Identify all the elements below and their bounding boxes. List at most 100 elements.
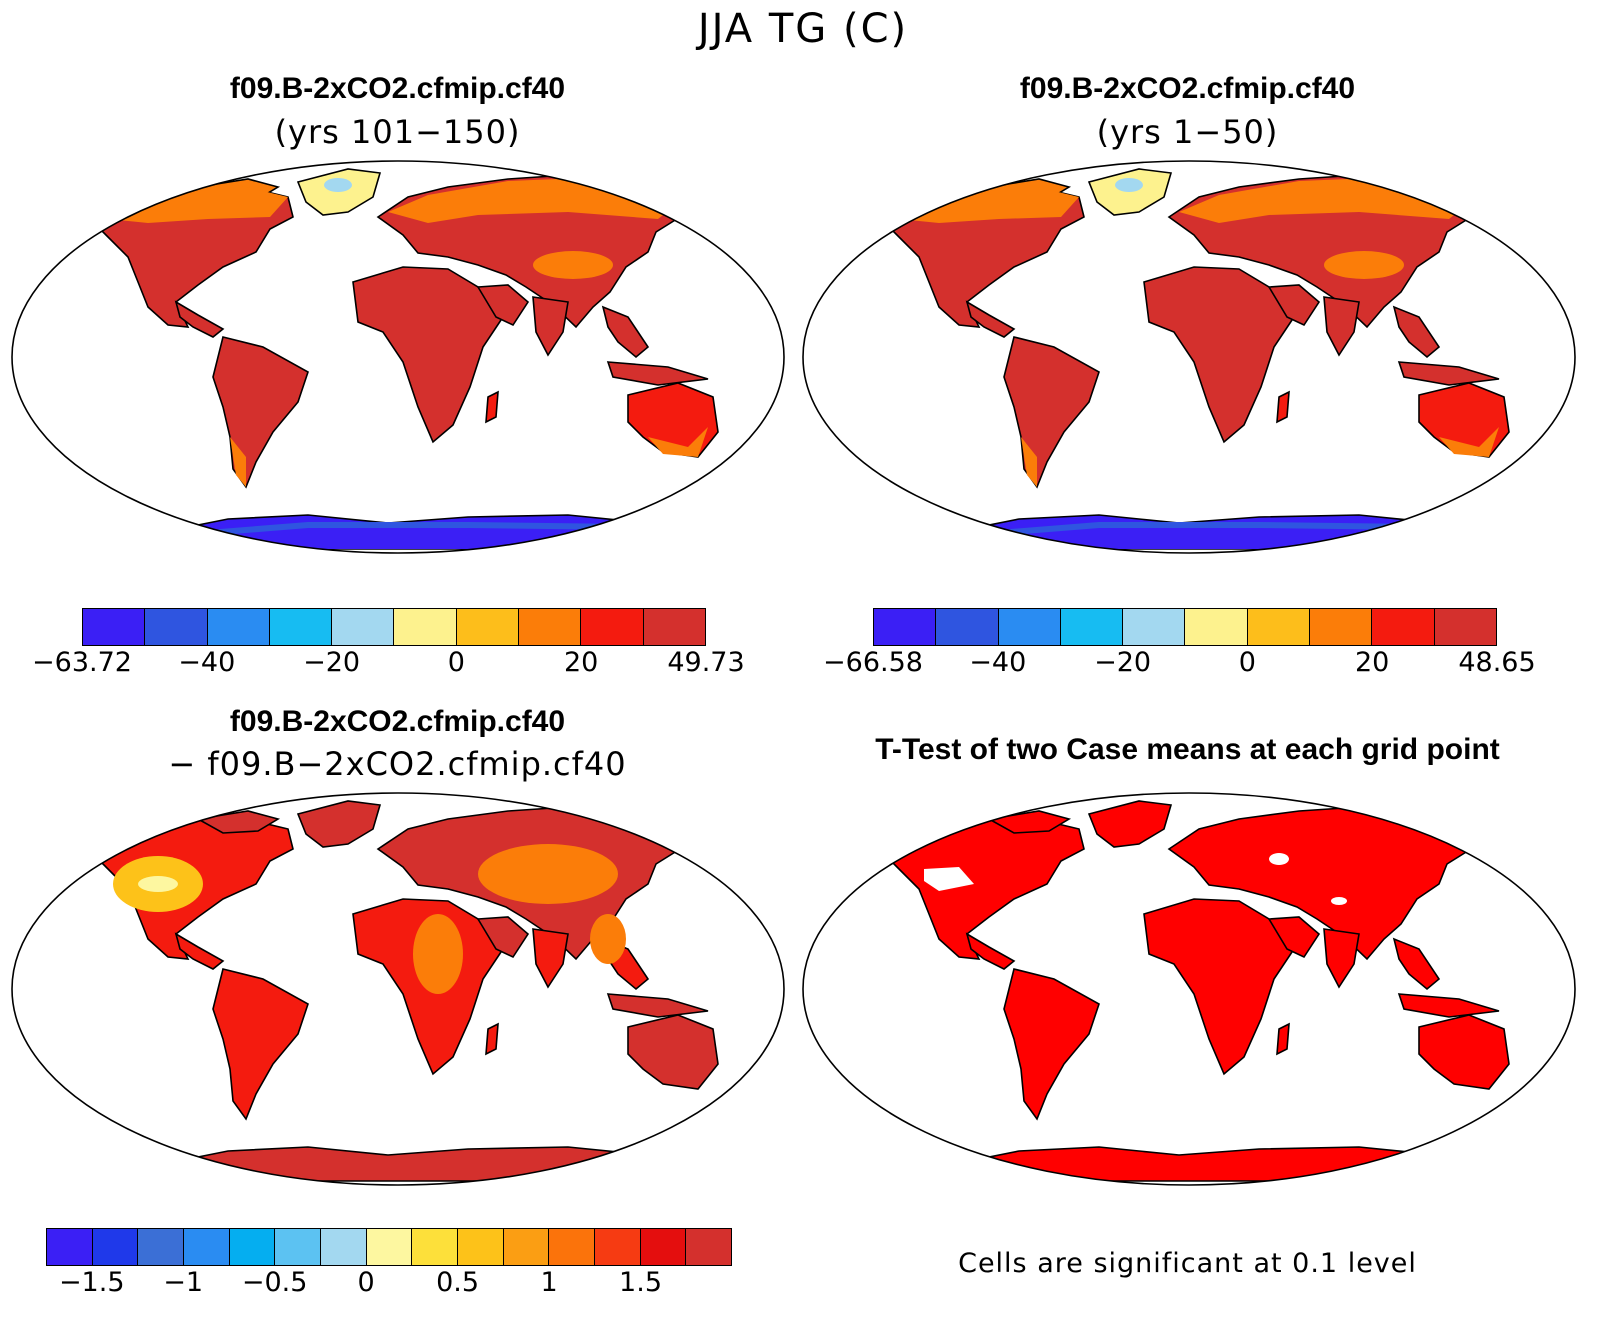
colorbar-tick-label: 20 xyxy=(1355,647,1390,678)
africa-landmass xyxy=(1143,898,1295,1076)
colorbar-cell xyxy=(321,1229,367,1265)
namerica-landmass xyxy=(877,816,1085,960)
map-frame xyxy=(802,792,1576,1186)
panel2-subtitle: (yrs 1−50) xyxy=(1096,113,1279,151)
antarctica-landmass xyxy=(938,1146,1440,1182)
panel3-colorbar-ticks: −1.5 −1 −0.5 0 0.5 1 1.5 xyxy=(46,1255,732,1298)
madagascar-landmass xyxy=(485,390,499,424)
arabia-landmass xyxy=(476,284,530,327)
colorbar-cell xyxy=(1247,609,1311,645)
australia-landmass xyxy=(627,1014,719,1090)
camerica-landmass xyxy=(965,932,1016,970)
colorbar-tick-label: −1 xyxy=(163,1267,204,1298)
greenland-landmass xyxy=(296,800,382,848)
colorbar-tick-label: −40 xyxy=(178,647,236,678)
panel2-title: f09.B-2xCO2.cfmip.cf40 xyxy=(1019,72,1356,105)
colorbar-cell xyxy=(207,609,270,645)
colorbar-cell xyxy=(519,609,582,645)
colorbar-cell xyxy=(998,609,1061,645)
colorbar-cell xyxy=(184,1229,230,1265)
panel1-colorbar-ticks: −63.72 −40 −20 0 20 49.73 xyxy=(32,635,745,678)
greenland-landmass xyxy=(1087,168,1173,216)
colorbar-cell xyxy=(595,1229,641,1265)
map-frame xyxy=(11,160,785,554)
india-landmass xyxy=(1323,928,1360,989)
indonesia-landmass xyxy=(606,361,709,386)
colorbar-cell xyxy=(549,1229,596,1265)
arctic_isles-landmass xyxy=(986,810,1072,834)
indonesia-landmass xyxy=(606,993,709,1018)
colorbar-tick-label: 20 xyxy=(564,647,599,678)
india-landmass xyxy=(532,928,569,989)
colorbar-tick-label: −20 xyxy=(1094,647,1152,678)
colorbar-tick-label: 1.5 xyxy=(619,1267,663,1298)
indonesia-landmass xyxy=(1397,361,1500,386)
greenland-landmass xyxy=(1087,800,1173,848)
antarctica-landmass xyxy=(147,1146,649,1182)
india-landmass xyxy=(532,296,569,357)
colorbar-cell xyxy=(92,1229,139,1265)
colorbar-cell xyxy=(1060,609,1124,645)
camerica-landmass xyxy=(174,932,225,970)
colorbar-cell xyxy=(503,1229,550,1265)
colorbar-tick-label: −66.58 xyxy=(823,647,923,678)
panel3-map xyxy=(11,792,785,1186)
colorbar-tick-label: −1.5 xyxy=(58,1267,125,1298)
colorbar-tick-label: −40 xyxy=(969,647,1027,678)
madagascar-landmass xyxy=(1276,390,1290,424)
panel1-colorbar xyxy=(82,608,706,646)
panel1-map xyxy=(11,160,785,554)
madagascar-landmass xyxy=(485,1022,499,1056)
africa-landmass xyxy=(352,266,504,444)
madagascar-landmass xyxy=(1276,1022,1290,1056)
colorbar-cell xyxy=(138,1229,185,1265)
map-frame xyxy=(802,160,1576,554)
colorbar-cell xyxy=(394,609,457,645)
indonesia-landmass xyxy=(1397,993,1500,1018)
greenland-landmass xyxy=(296,168,382,216)
colorbar-cell xyxy=(458,1229,504,1265)
africa-landmass xyxy=(1143,266,1295,444)
colorbar-cell xyxy=(366,1229,413,1265)
samerica-landmass xyxy=(1003,336,1100,489)
colorbar-cell xyxy=(269,609,333,645)
significance-note: Cells are significant at 0.1 level xyxy=(958,1248,1417,1279)
seasia-landmass xyxy=(1392,305,1441,359)
australia-landmass xyxy=(1418,1014,1510,1090)
colorbar-cell xyxy=(1123,609,1186,645)
seasia-landmass xyxy=(601,305,650,359)
colorbar-cell xyxy=(1185,609,1248,645)
colorbar-tick-label: 0 xyxy=(357,1267,375,1298)
colorbar-tick-label: −63.72 xyxy=(32,647,132,678)
colorbar-tick-label: 0 xyxy=(1238,647,1256,678)
camerica-landmass xyxy=(174,300,225,338)
samerica-landmass xyxy=(212,968,309,1121)
colorbar-cell xyxy=(1372,609,1435,645)
india-landmass xyxy=(1323,296,1360,357)
colorbar-cell xyxy=(874,609,937,645)
panel4-map xyxy=(802,792,1576,1186)
colorbar-cell xyxy=(640,1229,687,1265)
panel2-colorbar-ticks: −66.58 −40 −20 0 20 48.65 xyxy=(823,635,1536,678)
camerica-landmass xyxy=(965,300,1016,338)
colorbar-tick-label: 0 xyxy=(447,647,465,678)
arctic_isles-landmass xyxy=(195,810,281,834)
arabia-landmass xyxy=(476,916,530,959)
panel3-subtitle: − f09.B−2xCO2.cfmip.cf40 xyxy=(168,745,627,783)
panel4-title: T-Test of two Case means at each grid po… xyxy=(875,733,1500,766)
colorbar-cell xyxy=(936,609,999,645)
panel3-colorbar xyxy=(46,1228,732,1266)
colorbar-cell xyxy=(581,609,644,645)
main-title: JJA TG (C) xyxy=(697,6,909,52)
panel3-title: f09.B-2xCO2.cfmip.cf40 xyxy=(229,705,566,738)
colorbar-cell xyxy=(229,1229,276,1265)
colorbar-cell xyxy=(456,609,520,645)
colorbar-cell xyxy=(643,609,705,645)
arabia-landmass xyxy=(1267,284,1321,327)
colorbar-cell xyxy=(145,609,208,645)
colorbar-tick-label: −20 xyxy=(303,647,361,678)
colorbar-cell xyxy=(275,1229,322,1265)
seasia-landmass xyxy=(1392,937,1441,991)
colorbar-cell xyxy=(332,609,395,645)
panel2-colorbar xyxy=(873,608,1497,646)
